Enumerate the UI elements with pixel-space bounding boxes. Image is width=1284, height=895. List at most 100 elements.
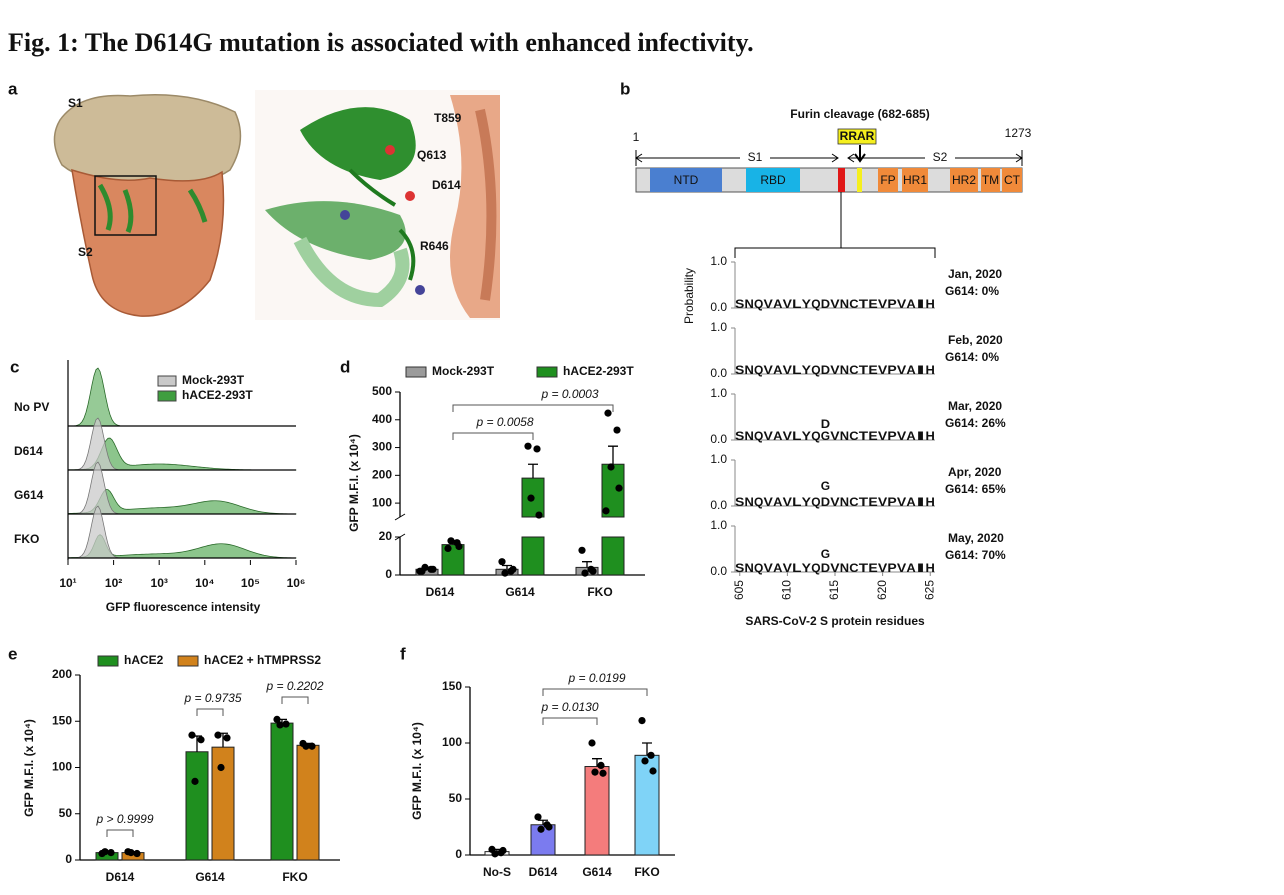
- data-point: [499, 846, 507, 855]
- data-point: [133, 849, 141, 858]
- row-label: No PV: [14, 400, 49, 414]
- y-tick-label: 500: [372, 384, 392, 398]
- data-point: [602, 507, 610, 515]
- logo-letter: V: [830, 429, 839, 443]
- data-point: [101, 848, 109, 856]
- logo-letter: A: [906, 297, 916, 311]
- y-tick-label: 1.0: [710, 254, 727, 268]
- logo-letter: I: [916, 363, 925, 377]
- logo-letter: N: [745, 363, 754, 377]
- logo-letter: H: [925, 297, 934, 311]
- logo-letter: A: [906, 363, 916, 377]
- region-label: S1: [748, 150, 763, 164]
- data-point: [421, 563, 429, 572]
- legend-swatch: [177, 655, 199, 667]
- p-value: p > 0.9999: [95, 812, 153, 826]
- logo-letter: L: [792, 429, 801, 443]
- panel-label: b: [620, 79, 630, 98]
- data-point: [191, 777, 199, 785]
- logo-letter: A: [773, 297, 783, 311]
- x-tick-label: 615: [827, 580, 841, 600]
- data-point: [498, 558, 506, 566]
- bar: [185, 751, 209, 861]
- logo-letter: A: [906, 561, 916, 575]
- logo-letter: E: [868, 363, 877, 377]
- logo-letter: Q: [754, 363, 763, 377]
- panel-label: a: [8, 79, 18, 98]
- data-point: [127, 849, 135, 857]
- data-point: [589, 567, 597, 575]
- logo-letter: V: [878, 495, 887, 509]
- y-tick-label: 100: [52, 760, 72, 774]
- logo-letter: P: [887, 561, 896, 575]
- data-point: [535, 511, 543, 519]
- data-point: [615, 484, 623, 492]
- bar: [601, 536, 625, 576]
- error-bar: [642, 742, 652, 756]
- data-point: [599, 769, 607, 777]
- logo-letter: T: [859, 429, 869, 443]
- y-tick-label: 100: [442, 735, 462, 749]
- data-point: [613, 426, 621, 434]
- error-bar: [582, 561, 592, 568]
- y-axis-label: GFP M.F.I. (x 10⁴): [22, 719, 36, 817]
- y-axis-label: Probability: [682, 268, 696, 324]
- month-label: Mar, 2020: [948, 399, 1002, 413]
- logo-letter: V: [878, 561, 887, 575]
- cleavage-site: [838, 168, 845, 192]
- domain-label: HR1: [903, 173, 927, 187]
- logo-letter: V: [897, 561, 906, 575]
- y-tick-label: 0.0: [710, 564, 727, 578]
- x-tick-label: FKO: [282, 870, 307, 884]
- logo-letter: V: [764, 363, 773, 377]
- logo-letter: P: [887, 429, 896, 443]
- logo-letter: E: [868, 429, 877, 443]
- error-bar: [538, 819, 548, 825]
- cleavage-site: [857, 168, 862, 192]
- structure-label: S2: [78, 245, 93, 259]
- logo-letter: V: [878, 363, 887, 377]
- x-tick-label: 10¹: [59, 576, 76, 590]
- legend-swatch: [405, 366, 427, 378]
- x-tick-label: No-S: [483, 865, 511, 879]
- logo-letter: S: [735, 429, 744, 443]
- logo-letter: V: [830, 561, 839, 575]
- data-point: [491, 850, 499, 858]
- y-tick-label: 100: [372, 495, 392, 509]
- logo-letter: D: [821, 495, 831, 509]
- y-tick-label: 1.0: [710, 320, 727, 334]
- region-arrow: [635, 150, 1023, 166]
- logo-letter: A: [906, 495, 916, 509]
- x-tick-label: FKO: [587, 585, 612, 599]
- panel-label: e: [8, 644, 17, 663]
- structure-image: [53, 90, 500, 320]
- logo-letter: V: [830, 297, 839, 311]
- logo-letter: P: [887, 297, 896, 311]
- comparison-bracket: [106, 829, 134, 837]
- x-tick-label: 10⁴: [195, 576, 214, 590]
- x-tick-label: 10⁵: [241, 576, 260, 590]
- percent-label: G614: 65%: [945, 482, 1006, 496]
- legend-swatch: [97, 655, 119, 667]
- data-point: [197, 736, 205, 744]
- comparison-bracket: [196, 708, 224, 716]
- p-value: p = 0.9735: [183, 691, 241, 705]
- data-point: [217, 763, 225, 772]
- data-point: [214, 731, 222, 739]
- logo-letter: V: [830, 495, 839, 509]
- data-point: [545, 823, 553, 831]
- logo-letter: C: [849, 429, 859, 443]
- logo-letter: Q: [811, 297, 820, 311]
- motif-box: [837, 128, 877, 145]
- logo-letter: L: [792, 297, 801, 311]
- x-tick-label: 10⁶: [287, 576, 306, 590]
- bar: [296, 744, 320, 861]
- logo-letter: D: [821, 363, 831, 377]
- x-tick-label: G614: [505, 585, 535, 599]
- logo-letter: T: [859, 561, 869, 575]
- logo-letter: C: [849, 363, 859, 377]
- month-label: Feb, 2020: [948, 333, 1003, 347]
- logo-letter: Q: [754, 561, 763, 575]
- logo-letter: V: [897, 495, 906, 509]
- logo-letter: Y: [802, 363, 811, 377]
